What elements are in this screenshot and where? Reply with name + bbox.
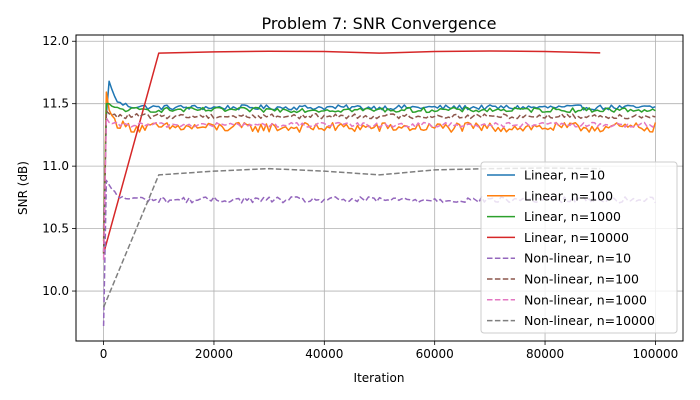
chart-title: Problem 7: SNR Convergence xyxy=(262,14,497,33)
x-tick-label: 40000 xyxy=(305,347,343,361)
legend-box xyxy=(480,161,678,334)
series-line xyxy=(102,102,656,254)
legend-label: Linear, n=100 xyxy=(524,188,613,203)
x-axis-ticks: 0 20000 40000 60000 80000 100000 xyxy=(100,341,679,361)
legend-label: Linear, n=10 xyxy=(524,168,605,183)
y-tick-label: 12.0 xyxy=(42,34,69,48)
legend-label: Linear, n=1000 xyxy=(524,209,621,224)
x-tick-label: 0 xyxy=(100,347,108,361)
y-tick-label: 10.5 xyxy=(42,222,69,236)
legend: Linear, n=10 Linear, n=100 Linear, n=1000 L… xyxy=(480,161,678,334)
x-tick-label: 60000 xyxy=(416,347,454,361)
legend-label: Non-linear, n=10000 xyxy=(524,313,655,328)
legend-label: Non-linear, n=1000 xyxy=(524,292,647,307)
series-line xyxy=(102,110,656,254)
x-tick-label: 80000 xyxy=(526,347,564,361)
series-line xyxy=(102,50,601,254)
legend-label: Linear, n=10000 xyxy=(524,230,629,245)
y-axis-ticks: 10.0 10.5 11.0 11.5 12.0 xyxy=(42,34,76,298)
plot-frame xyxy=(75,34,684,342)
legend-label: Non-linear, n=100 xyxy=(524,272,639,287)
series-line xyxy=(102,80,656,229)
y-tick-label: 11.5 xyxy=(42,97,69,111)
x-tick-label: 20000 xyxy=(195,347,233,361)
series-line xyxy=(102,117,656,260)
legend-label: Non-linear, n=10 xyxy=(524,251,631,266)
x-axis-label: Iteration xyxy=(354,371,405,385)
x-tick-label: 100000 xyxy=(633,347,679,361)
y-axis-label: SNR (dB) xyxy=(16,161,30,215)
y-tick-label: 11.0 xyxy=(42,159,69,173)
y-tick-label: 10.0 xyxy=(42,284,69,298)
